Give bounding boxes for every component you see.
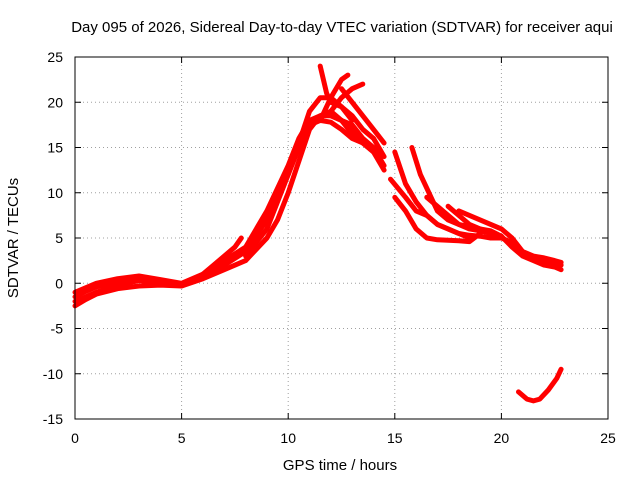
series-sat-g [317,63,387,160]
y-axis-label: SDTVAR / TECUs [5,178,22,298]
x-tick-label: 15 [387,430,403,446]
series-sat-l [392,149,504,241]
x-tick-label: 5 [178,430,186,446]
series-sat-q [456,208,564,265]
grid-lines [75,57,608,419]
x-tick-labels: 0 5 10 15 20 25 [71,430,616,446]
series-sat-b [72,117,376,300]
y-tick-label: -15 [43,411,63,427]
series-sat-f [243,95,355,259]
series-sat-m [392,194,483,245]
series-sat-h [317,72,351,123]
y-tick-label: 5 [55,230,63,246]
x-tick-label: 25 [600,430,616,446]
series-sat-n [388,176,472,241]
plot-frame [74,56,609,420]
axis-ticks [74,56,609,420]
series-sat-j [339,86,387,146]
series-sat-d [72,278,185,304]
y-tick-label: 10 [47,185,63,201]
series-sat-s [516,366,564,404]
data-series-group [72,63,564,404]
y-tick-label: -5 [51,321,64,337]
y-tick-label: -10 [43,366,63,382]
y-tick-label: 0 [55,275,63,291]
series-sat-c [72,108,366,295]
y-tick-labels: -15 -10 -5 0 5 10 15 20 25 [43,49,63,427]
y-tick-label: 15 [47,140,63,156]
x-tick-label: 0 [71,430,79,446]
y-tick-label: 25 [47,49,63,65]
series-sat-k [339,117,387,173]
chart-title: Day 095 of 2026, Sidereal Day-to-day VTE… [71,19,613,36]
x-tick-label: 10 [280,430,296,446]
series-sat-e [200,235,244,277]
y-tick-label: 20 [47,94,63,110]
x-axis-label: GPS time / hours [283,457,397,474]
x-tick-label: 20 [494,430,510,446]
series-sat-r [445,203,564,273]
